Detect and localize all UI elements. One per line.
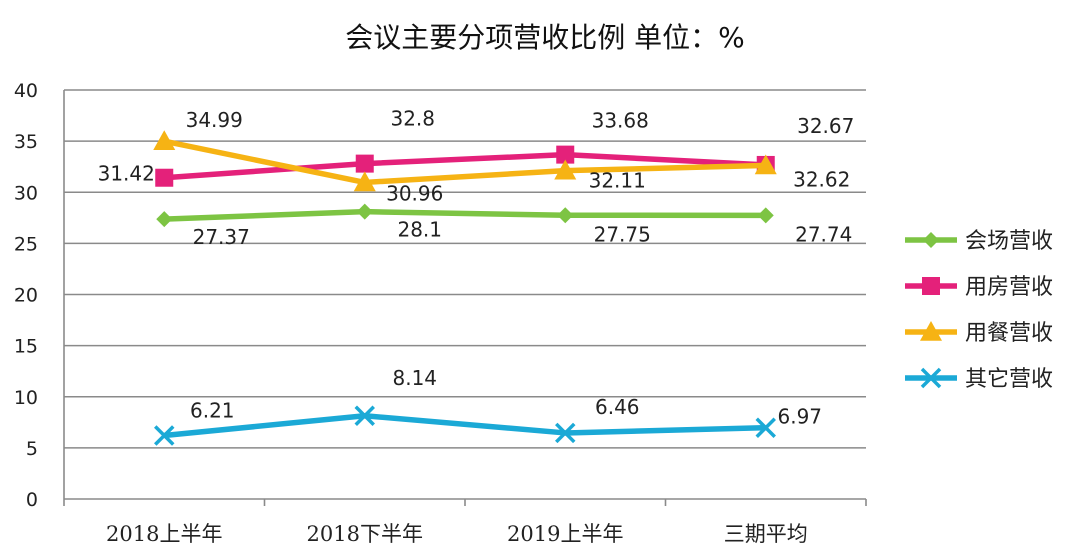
data-label: 27.75 (594, 222, 651, 246)
series-line (163, 413, 766, 439)
gridlines (64, 89, 866, 449)
y-tick-label: 40 (14, 80, 38, 102)
legend-label: 用餐营收 (965, 321, 1053, 346)
data-label: 32.11 (589, 169, 646, 193)
data-point (153, 130, 176, 151)
legend-marker (920, 367, 942, 389)
data-point (356, 203, 373, 220)
legend-marker (923, 232, 939, 248)
series-3 (153, 130, 777, 192)
legend-item: 会场营收 (905, 229, 1053, 254)
data-label: 27.37 (193, 225, 250, 249)
chart-title: 会议主要分项营收比例 单位：% (345, 21, 745, 54)
legend-marker (922, 277, 940, 295)
y-tick-label: 35 (14, 131, 38, 153)
y-tick-label: 0 (26, 489, 38, 511)
legend-label: 其它营收 (965, 367, 1053, 392)
data-label: 32.8 (390, 107, 435, 131)
data-point (754, 154, 777, 175)
data-label: 33.68 (592, 109, 649, 133)
legend-item: 用房营收 (905, 275, 1053, 300)
data-labels: 27.37 28.1 27.75 27.74 31.42 32.8 33.68 32.67 34… (98, 107, 855, 429)
data-point (156, 211, 173, 228)
data-point (354, 405, 375, 427)
data-point (554, 159, 577, 180)
series-line (163, 138, 766, 186)
legend-item: 用餐营收 (905, 321, 1053, 346)
data-point (556, 145, 575, 164)
data-label: 27.74 (795, 222, 852, 246)
series-4 (154, 405, 776, 446)
data-point (555, 422, 576, 444)
data-label: 34.99 (186, 108, 243, 132)
y-tick-label: 15 (14, 336, 38, 358)
data-label: 6.97 (777, 405, 822, 429)
y-tick-label: 20 (14, 285, 38, 307)
series-layer (153, 130, 777, 446)
y-tick-label: 5 (26, 438, 38, 460)
data-point (755, 417, 776, 438)
x-tick-label: 三期平均 (724, 522, 808, 546)
y-tick-label: 10 (14, 387, 38, 409)
data-label: 30.96 (386, 181, 443, 205)
data-label: 31.42 (98, 162, 155, 186)
data-point (353, 171, 376, 192)
legend-label: 会场营收 (965, 229, 1053, 254)
data-label: 28.1 (397, 218, 442, 242)
legend-label: 用房营收 (965, 275, 1053, 300)
x-tick-label: 2019上半年 (507, 522, 623, 546)
data-point (154, 425, 175, 446)
legend-marker (920, 321, 942, 341)
y-tick-label: 25 (14, 233, 38, 255)
x-tick-label: 2018下半年 (307, 522, 423, 546)
data-label: 8.14 (392, 366, 437, 390)
data-label: 32.67 (797, 114, 854, 138)
data-point (355, 154, 374, 173)
data-point (155, 168, 174, 187)
data-label: 6.21 (190, 399, 235, 423)
series-1 (156, 203, 774, 228)
y-tick-label: 30 (14, 182, 38, 204)
data-label: 6.46 (595, 395, 640, 419)
data-point (557, 207, 574, 224)
data-point (757, 207, 774, 224)
series-line (164, 151, 766, 181)
series-line (164, 208, 766, 222)
legend-item: 其它营收 (905, 367, 1053, 392)
x-tick-label: 2018上半年 (106, 522, 222, 546)
axes: 0 5 10 15 20 25 30 35 40 2018上半年 2018下半年 2019上半年 三期平… (14, 80, 867, 546)
data-label: 32.62 (793, 167, 850, 191)
